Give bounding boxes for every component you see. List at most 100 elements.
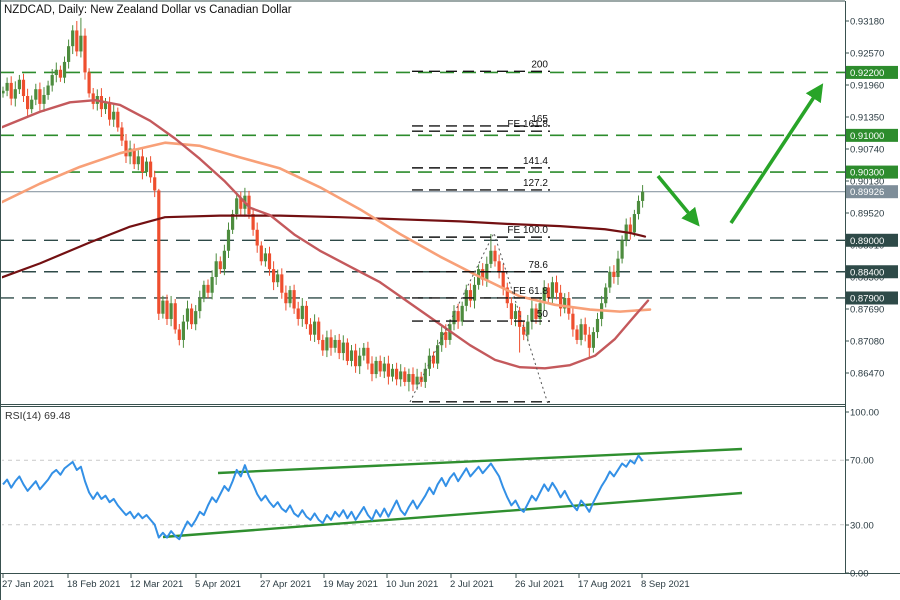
- candle-body: [534, 308, 538, 319]
- candle-body: [382, 363, 386, 372]
- candle-body: [42, 94, 46, 104]
- candle-body: [407, 374, 411, 382]
- green-level-badge-text: 0.92200: [850, 68, 884, 79]
- candle-body: [579, 324, 583, 340]
- green-level-badge-text: 0.90300: [850, 168, 884, 179]
- fib-level-label: FE 61.8: [513, 286, 548, 297]
- candle-body: [354, 350, 358, 367]
- candle-body: [5, 82, 9, 91]
- candle-body: [632, 214, 636, 233]
- dark-level-badge-text: 0.88400: [850, 267, 884, 278]
- candle-body: [321, 339, 325, 351]
- candle-body: [325, 337, 329, 351]
- candle-body: [54, 69, 58, 76]
- candle-body: [153, 177, 157, 191]
- candle-body: [120, 127, 124, 141]
- moving-averages: [2, 99, 652, 370]
- candle-body: [505, 287, 509, 304]
- candle-body: [83, 35, 87, 73]
- rsi-tick-label: 0.00: [850, 569, 869, 580]
- candle-body: [26, 96, 30, 110]
- candle-body: [542, 287, 546, 304]
- candle-body: [255, 229, 259, 246]
- candle-body: [513, 311, 518, 319]
- candle-body: [144, 161, 149, 173]
- candle-body: [620, 240, 624, 259]
- candle-body: [91, 93, 95, 104]
- candle-body: [181, 321, 185, 340]
- price-tick-label: 0.87690: [850, 305, 884, 316]
- price-tick-label: 0.92570: [850, 49, 884, 60]
- candle-body: [194, 311, 198, 325]
- date-label: 27 Apr 2021: [260, 579, 311, 590]
- candle-body: [276, 274, 280, 283]
- candle-body: [71, 30, 75, 47]
- candle-body: [526, 321, 530, 335]
- candle-body: [386, 363, 390, 377]
- price-tick-label: 0.91960: [850, 81, 884, 92]
- date-label: 12 Mar 2021: [130, 579, 183, 590]
- candle-body: [403, 371, 407, 382]
- candle-body: [38, 89, 42, 104]
- date-label: 19 May 2021: [323, 579, 378, 590]
- candle-body: [235, 198, 239, 215]
- green-level-badge-bg: [846, 65, 898, 79]
- candle-body: [452, 311, 456, 325]
- candle-body: [280, 274, 284, 293]
- rsi-tick-label: 70.00: [850, 456, 874, 467]
- candle-body: [300, 305, 304, 319]
- dark-level-badge-bg: [846, 233, 898, 247]
- candle-body: [501, 271, 505, 288]
- down-arrow[interactable]: [656, 174, 700, 227]
- candle-body: [251, 214, 255, 230]
- candle-body: [46, 85, 50, 95]
- candle-body: [140, 156, 144, 173]
- date-label: 27 Jan 2021: [2, 579, 54, 590]
- candle-body: [436, 345, 440, 364]
- candle-body: [550, 282, 554, 298]
- current-price-badge-bg: [846, 185, 898, 199]
- date-label: 17 Aug 2021: [578, 579, 631, 590]
- candle-body: [185, 308, 190, 322]
- candle-body: [583, 324, 587, 335]
- candle-body: [9, 82, 13, 99]
- candle-body: [415, 376, 419, 385]
- time-axis[interactable]: 27 Jan 2021 18 Feb 2021 12 Mar 2021 5 Apr 2…: [2, 573, 690, 590]
- up-arrow[interactable]: [729, 83, 824, 224]
- candle-body: [641, 191, 645, 201]
- fib-level-label: 200: [531, 59, 548, 70]
- candle-body: [317, 321, 321, 340]
- candle-body: [608, 271, 612, 288]
- candle-body: [378, 360, 382, 372]
- candle-body: [546, 287, 550, 298]
- candle-body: [493, 250, 497, 262]
- fib-level-label: 127.2: [523, 178, 548, 189]
- rsi-indicator: [2, 447, 845, 541]
- ma-slow-line: [2, 214, 647, 279]
- date-label: 10 Jun 2021: [386, 579, 438, 590]
- candle-body: [571, 313, 575, 330]
- fib-level-label: FE 100.0: [507, 225, 548, 236]
- candle-body: [165, 300, 169, 319]
- rsi-channel-upper-line[interactable]: [217, 447, 743, 475]
- price-tick-label: 0.90740: [850, 145, 884, 156]
- candle-body: [390, 368, 395, 377]
- ma-fast-line: [2, 99, 650, 370]
- rsi-channel-lower-line[interactable]: [162, 491, 743, 539]
- candle-body: [79, 35, 83, 52]
- candle-body: [591, 332, 595, 348]
- candle-body: [267, 253, 272, 270]
- date-label: 8 Sep 2021: [641, 579, 690, 590]
- candle-body: [538, 303, 542, 319]
- candle-body: [296, 308, 300, 319]
- candle-body: [288, 290, 292, 304]
- candle-body: [103, 102, 108, 110]
- candle-body: [522, 326, 526, 335]
- candle-body: [210, 277, 214, 293]
- candle-body: [411, 374, 415, 385]
- price-tick-label: 0.87080: [850, 337, 884, 348]
- candle-body: [177, 329, 181, 340]
- dark-level-badge-text: 0.89000: [850, 236, 884, 247]
